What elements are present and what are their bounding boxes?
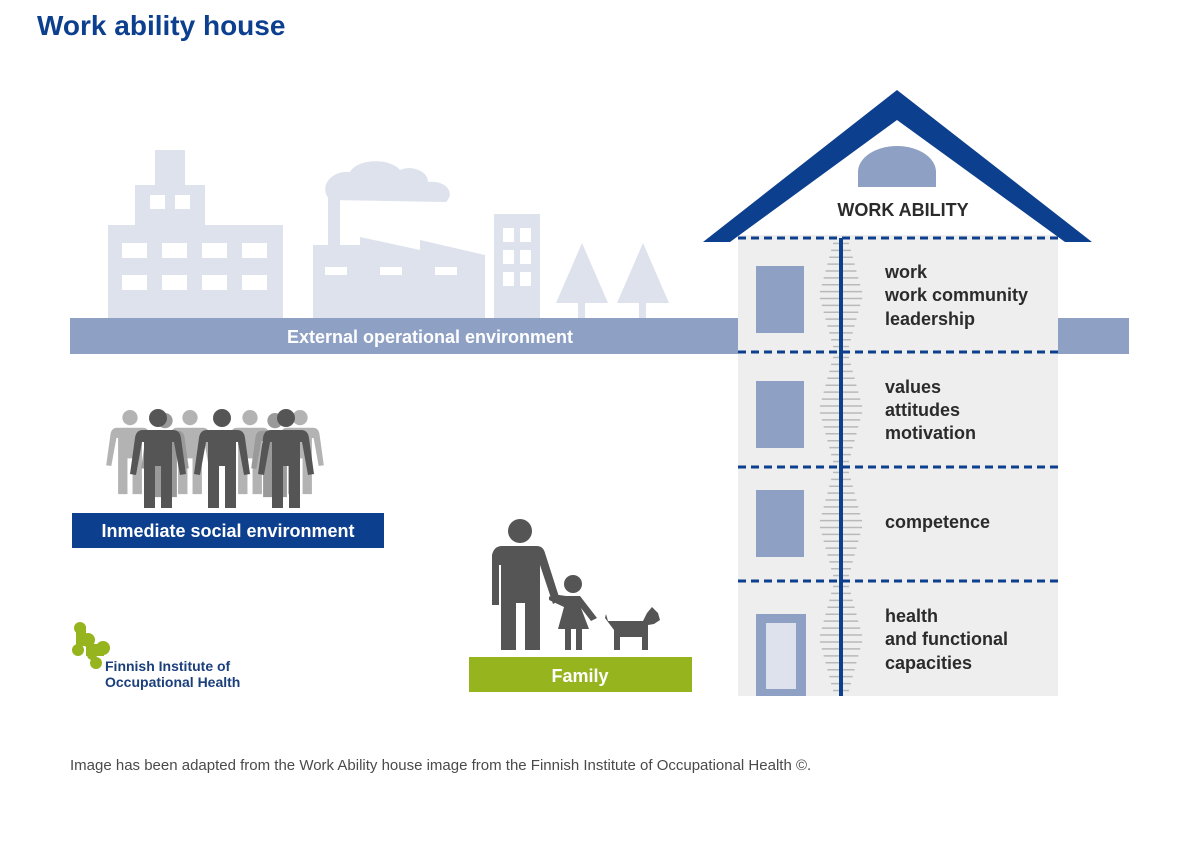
tree-icon — [617, 243, 669, 320]
floor-text-line: work — [884, 262, 928, 282]
window — [756, 490, 804, 557]
family-label: Family — [551, 666, 608, 686]
window — [756, 381, 804, 448]
family-icon — [492, 519, 660, 650]
logo-line-1: Finnish Institute of — [105, 658, 231, 674]
house-roof — [703, 90, 1092, 242]
roof-label: WORK ABILITY — [837, 200, 968, 220]
floor-text-line: attitudes — [885, 400, 960, 420]
social-environment-label: Inmediate social environment — [101, 521, 354, 541]
logo-line-2: Occupational Health — [105, 674, 240, 690]
floor-text-line: capacities — [885, 653, 972, 673]
tree-icon — [556, 243, 608, 320]
floor-1-label: work work community leadership — [884, 262, 1028, 329]
floor-2-label: values attitudes motivation — [885, 377, 976, 443]
finnish-institute-logo: Finnish Institute of Occupational Health — [72, 622, 240, 690]
window — [756, 266, 804, 333]
door — [756, 614, 806, 696]
external-environment-label: External operational environment — [287, 327, 573, 347]
floor-text-line: motivation — [885, 423, 976, 443]
floor-4-label: health and functional capacities — [885, 606, 1008, 673]
city-skyline — [108, 150, 669, 320]
floor-text-line: work community — [884, 285, 1028, 305]
work-ability-house: WORK ABILITY work work community leaders… — [703, 90, 1092, 696]
floor-text-line: competence — [885, 512, 990, 532]
floor-text-line: leadership — [885, 309, 975, 329]
family-box: Family — [469, 657, 692, 692]
factory-icon — [313, 161, 485, 320]
floor-text-line: and functional — [885, 629, 1008, 649]
crowd-people-icon — [106, 409, 324, 508]
floor-3-label: competence — [885, 512, 990, 532]
image-caption: Image has been adapted from the Work Abi… — [70, 757, 812, 774]
floor-text-line: health — [885, 606, 938, 626]
logo-mark-icon — [72, 622, 110, 669]
social-environment-box: Inmediate social environment — [72, 513, 384, 548]
page-title: Work ability house — [37, 10, 286, 41]
tower-building-icon — [494, 214, 540, 320]
floor-dividers — [738, 236, 1058, 583]
attic-window — [858, 146, 936, 187]
floor-text-line: values — [885, 377, 941, 397]
office-building-icon — [108, 150, 283, 320]
